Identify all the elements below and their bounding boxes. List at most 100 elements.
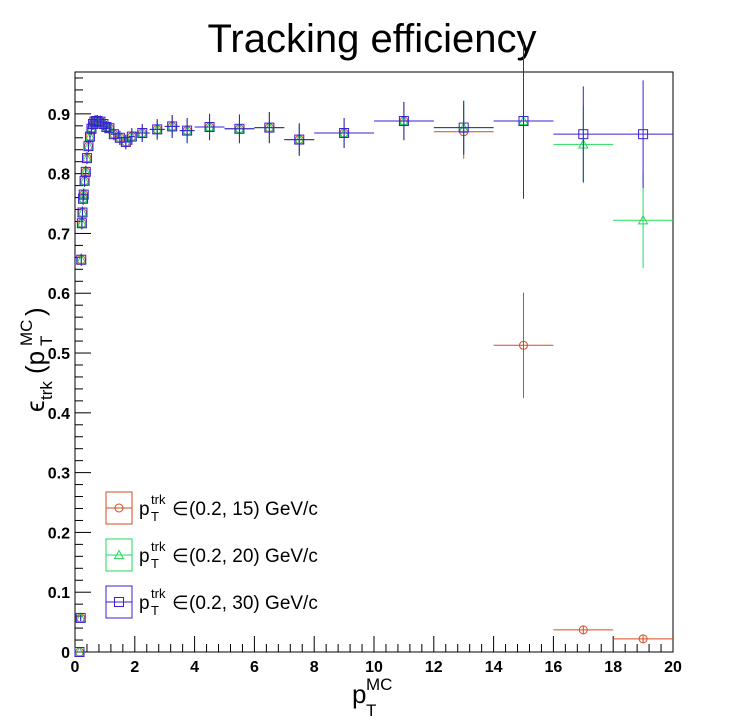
square-marker <box>80 166 91 177</box>
legend-label-sub: T <box>151 509 159 524</box>
circle-marker <box>638 634 648 644</box>
x-tick-label: 0 <box>71 659 80 676</box>
x-axis-label-sub: T <box>366 701 376 720</box>
square-marker <box>75 612 86 623</box>
triangle-marker <box>113 549 125 560</box>
legend-label-range: (0.2, 15) GeV/c <box>189 499 318 520</box>
data-point <box>126 128 137 145</box>
y-tick-label: 0.9 <box>48 107 70 124</box>
data-point <box>101 121 112 133</box>
legend-item: p trk T ∈ (0.2, 20) GeV/c <box>105 538 318 572</box>
x-tick-label: 10 <box>365 659 383 676</box>
x-tick-label: 6 <box>250 659 259 676</box>
y-tick-labels: 0 0.1 0.2 0.3 0.4 0.5 0.6 0.7 0.8 0.9 <box>48 107 70 662</box>
data-point <box>433 100 494 155</box>
x-tick-label: 2 <box>130 659 139 676</box>
square-marker <box>74 647 85 657</box>
y-tick-label: 0.8 <box>48 167 70 184</box>
y-tick-label: 0.1 <box>48 585 70 602</box>
data-point <box>164 115 180 138</box>
circle-marker <box>519 340 528 350</box>
y-axis-label-sub: T <box>37 336 56 346</box>
square-marker <box>398 116 409 127</box>
square-marker <box>84 131 95 142</box>
square-marker <box>126 131 137 142</box>
triangle-marker <box>75 612 87 623</box>
legend-item: p trk T ∈ (0.2, 15) GeV/c <box>105 491 318 525</box>
axes-ticks <box>74 77 674 653</box>
data-point <box>374 101 434 141</box>
legend-label-sub: T <box>151 556 159 571</box>
legend-label-p: p <box>139 499 150 520</box>
data-point <box>224 114 255 144</box>
data-point <box>108 128 119 141</box>
square-marker <box>182 125 193 136</box>
y-tick-label: 0.6 <box>48 286 70 303</box>
legend-label-p: p <box>139 593 150 614</box>
legend-label-in: ∈ <box>172 546 189 567</box>
square-marker <box>77 207 88 218</box>
data-point <box>493 292 554 398</box>
data-point <box>613 634 673 644</box>
data-series <box>74 43 673 657</box>
square-marker <box>101 122 112 133</box>
legend-label-in: ∈ <box>172 499 189 520</box>
legend-label-sup: trk <box>151 586 166 601</box>
legend-label-range: (0.2, 20) GeV/c <box>189 546 318 567</box>
x-tick-label: 12 <box>425 659 443 676</box>
square-marker <box>76 254 87 265</box>
data-point <box>134 124 150 142</box>
square-marker <box>578 129 589 140</box>
x-tick-label: 14 <box>485 659 503 676</box>
square-marker <box>108 129 119 140</box>
data-point <box>95 115 106 128</box>
square-marker <box>92 116 103 127</box>
data-point <box>80 165 91 178</box>
circle-marker <box>114 503 124 513</box>
x-tick-label: 18 <box>604 659 622 676</box>
data-point <box>149 119 165 140</box>
circle-marker <box>578 625 588 635</box>
square-marker <box>167 121 178 132</box>
y-tick-label: 0.2 <box>48 525 70 542</box>
square-marker <box>83 141 94 152</box>
x-axis-label-sup: MC <box>366 675 392 694</box>
square-marker <box>81 153 92 164</box>
legend-label-sup: trk <box>151 492 166 507</box>
data-point <box>179 118 195 144</box>
square-marker <box>78 189 89 200</box>
x-axis-label-main: p <box>352 679 366 709</box>
data-point <box>76 217 87 230</box>
data-point <box>74 647 85 657</box>
legend-label-range: (0.2, 30) GeV/c <box>189 593 318 614</box>
y-axis-label-close: ) <box>20 307 50 316</box>
x-tick-label: 8 <box>310 659 319 676</box>
data-point <box>78 188 89 201</box>
square-marker <box>204 122 215 133</box>
data-point <box>76 253 87 266</box>
triangle-marker <box>74 646 85 657</box>
data-point <box>81 152 92 165</box>
square-marker <box>294 134 305 145</box>
legend-label-in: ∈ <box>172 593 189 614</box>
data-point <box>613 172 673 269</box>
data-point <box>553 86 614 183</box>
data-series <box>74 101 673 657</box>
data-point <box>613 80 673 188</box>
square-marker <box>137 127 148 138</box>
data-point <box>254 112 285 144</box>
x-tick-label: 20 <box>664 659 682 676</box>
y-axis-label-sup: MC <box>17 320 36 346</box>
y-axis-label-eps-sub: trk <box>37 381 56 400</box>
y-axis-label-open: (p <box>20 351 50 374</box>
data-point <box>284 123 315 156</box>
series-layer <box>74 43 673 657</box>
data-point <box>83 140 94 153</box>
data-point <box>553 625 614 635</box>
square-marker <box>264 122 275 133</box>
square-marker <box>95 116 106 127</box>
square-marker <box>76 218 87 229</box>
x-tick-label: 16 <box>545 659 563 676</box>
